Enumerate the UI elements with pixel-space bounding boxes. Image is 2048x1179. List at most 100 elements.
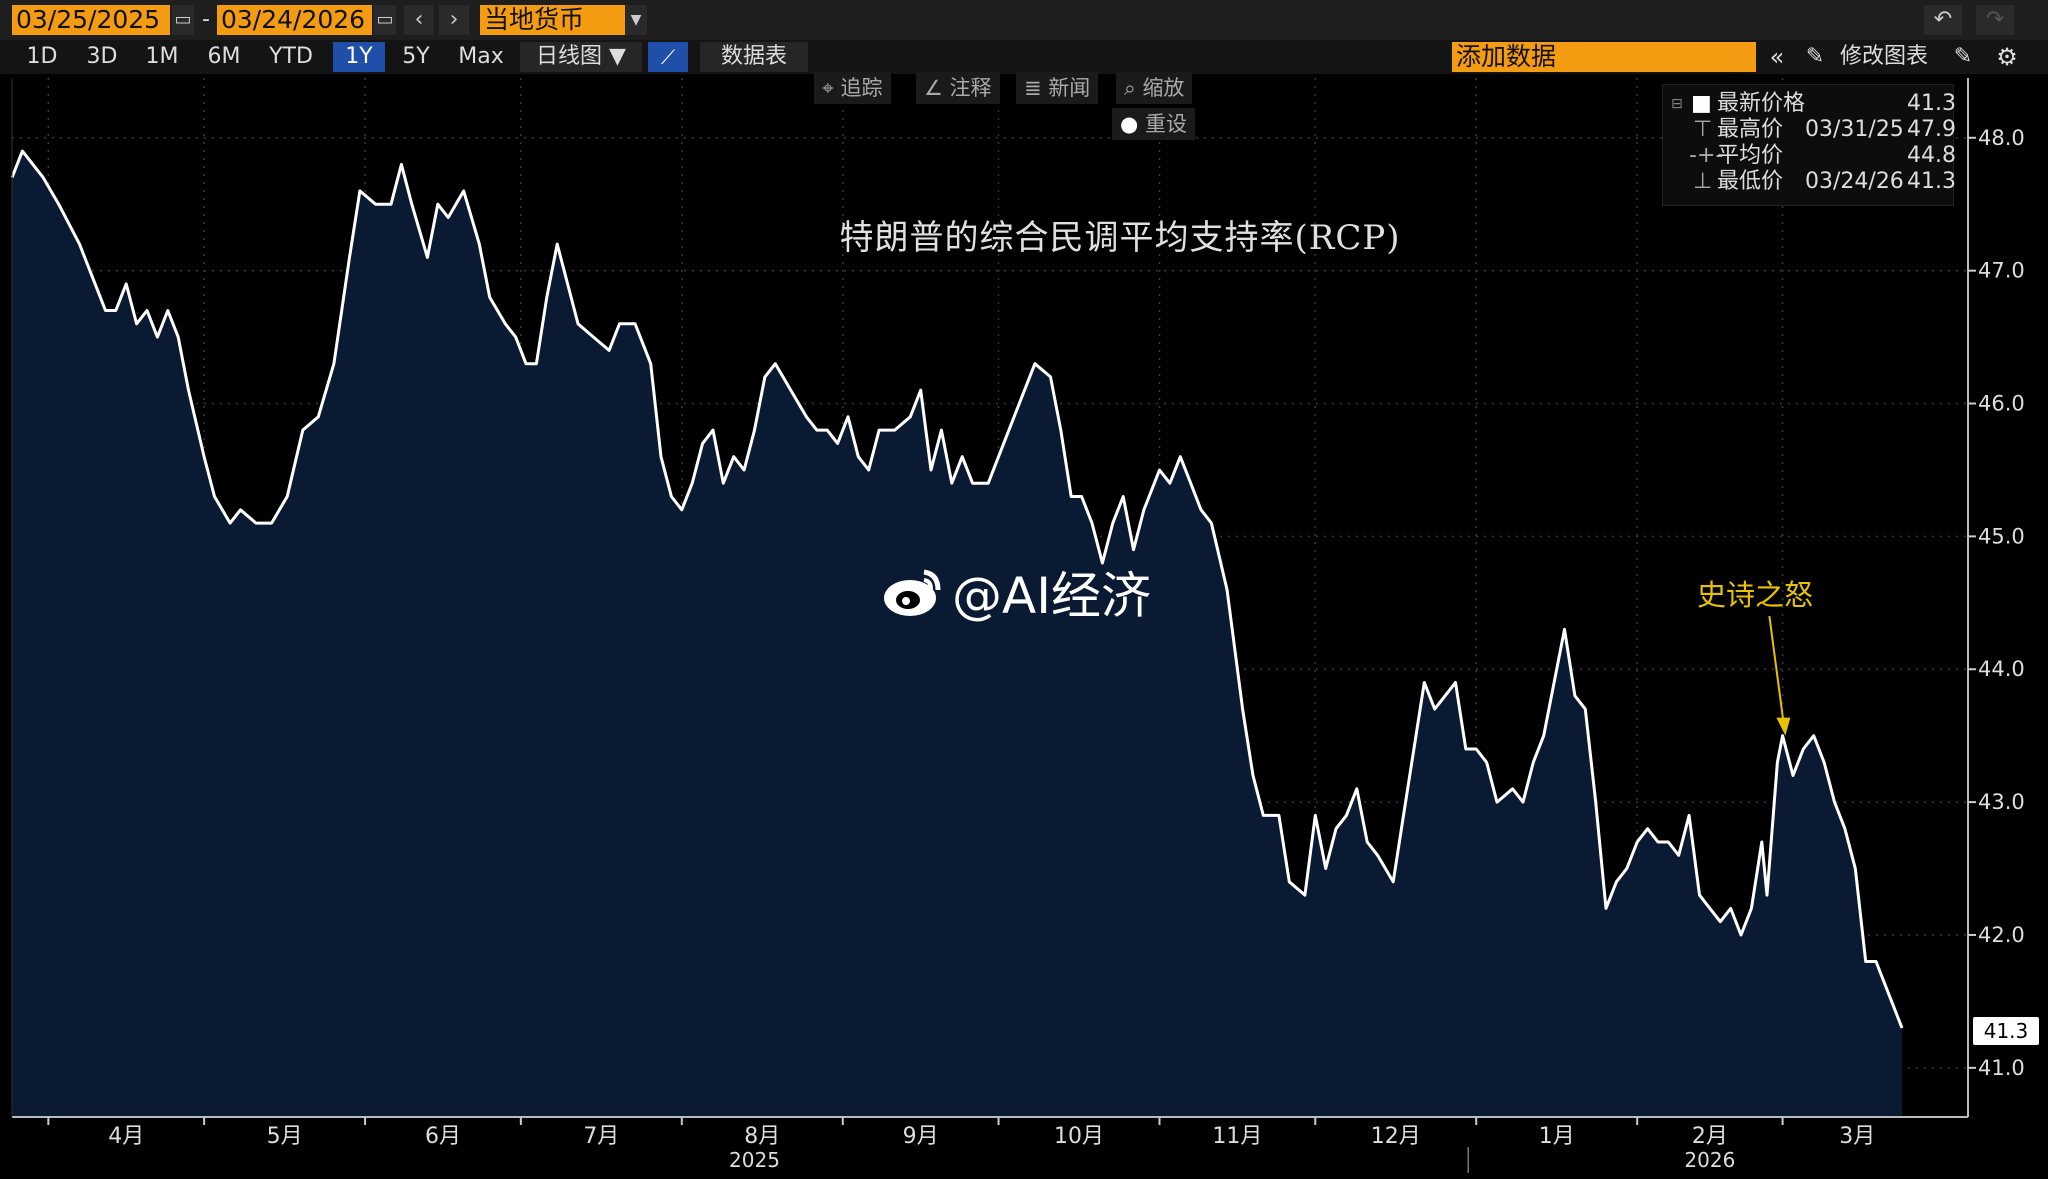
- year-label: 2026: [1684, 1148, 1735, 1172]
- annotate-label: 注释: [949, 76, 992, 100]
- y-tick-label: 42.0: [1978, 923, 2025, 947]
- track-label: 追踪: [840, 76, 883, 100]
- y-axis-ticks: 41.0 42.0 43.0 44.0 45.0 46.0 47.0 48.0: [1968, 126, 2025, 1080]
- toolbar-bottom: 1D 3D 1M 6M YTD 1Y 5Y Max 日线图 ▼ ⟋ 数据表 添加…: [0, 40, 2048, 74]
- y-tick-label: 43.0: [1978, 790, 2025, 814]
- range-1m[interactable]: 1M: [145, 44, 179, 69]
- last-value-badge: 41.3: [1973, 1017, 2039, 1045]
- annotate-button[interactable]: ∠ 注释: [916, 72, 1000, 104]
- legend-low: ⊥ 最低价 03/24/26 41.3: [1663, 169, 1956, 195]
- series-line: [10, 149, 1904, 1029]
- legend-avg-value: 44.8: [1907, 143, 1956, 168]
- y-tick-label: 45.0: [1978, 524, 2025, 548]
- legend-high-value: 47.9: [1907, 117, 1956, 142]
- collapse-square-icon[interactable]: ⊟: [1671, 96, 1683, 112]
- legend-avg: -+- 平均价 44.8: [1663, 143, 1956, 169]
- legend-low-label: 最低价: [1717, 169, 1784, 194]
- toolbar-top: 03/25/2025 ▭ - 03/24/2026 ▭ ‹ › 当地货币 ▼ ↶…: [0, 0, 2048, 40]
- legend-high-label: 最高价: [1717, 117, 1784, 142]
- magnifier-icon: ⌕: [1124, 76, 1143, 100]
- range-1d[interactable]: 1D: [26, 44, 58, 69]
- low-marker-icon: ⊥: [1693, 169, 1713, 194]
- pencil-icon[interactable]: ✎: [1805, 44, 1825, 69]
- x-tick-label: 10月: [1054, 1124, 1104, 1149]
- x-tick-label: 3月: [1839, 1124, 1875, 1149]
- legend-high-date: 03/31/25: [1805, 117, 1904, 142]
- annotation-arrowhead: [1776, 717, 1791, 736]
- x-tick-label: 1月: [1539, 1124, 1575, 1149]
- avg-marker-icon: -+-: [1689, 143, 1724, 168]
- watermark: @AI经济: [880, 562, 1151, 625]
- x-tick-label: 6月: [425, 1124, 461, 1149]
- legend-last[interactable]: ⊟ ■ 最新价格 41.3: [1663, 91, 1956, 117]
- end-date-field[interactable]: 03/24/2026: [217, 5, 372, 35]
- gear-icon[interactable]: ⚙: [1996, 43, 2018, 71]
- chevron-down-icon[interactable]: ▼: [625, 5, 647, 35]
- legend-avg-label: 平均价: [1717, 143, 1784, 168]
- chevron-left-icon[interactable]: ‹: [404, 5, 434, 35]
- y-tick-label: 48.0: [1978, 126, 2025, 150]
- watermark-text: @AI经济: [952, 567, 1151, 625]
- add-data-input[interactable]: 添加数据: [1452, 42, 1756, 72]
- x-tick-label: 12月: [1371, 1124, 1421, 1149]
- news-button[interactable]: ≣ 新闻: [1016, 72, 1099, 104]
- edit-settings-icon[interactable]: ✎: [1953, 44, 1973, 69]
- range-ytd[interactable]: YTD: [269, 44, 313, 69]
- reset-button[interactable]: ● 重设: [1112, 108, 1195, 140]
- legend-low-date: 03/24/26: [1805, 169, 1904, 194]
- weibo-logo-icon: [884, 569, 941, 616]
- x-tick-label: 7月: [583, 1124, 619, 1149]
- x-tick-label: 8月: [744, 1124, 780, 1149]
- x-tick-label: 9月: [903, 1124, 939, 1149]
- range-5y[interactable]: 5Y: [402, 44, 430, 69]
- series-area: [12, 151, 1902, 1118]
- legend-last-value: 41.3: [1907, 91, 1956, 116]
- collapse-icon[interactable]: «: [1769, 43, 1785, 71]
- year-label: 2025: [729, 1148, 780, 1172]
- legend-last-label: 最新价格: [1717, 91, 1806, 116]
- annotation-arrow: [1768, 615, 1785, 722]
- reset-label: 重设: [1145, 112, 1187, 136]
- y-tick-label: 47.0: [1978, 259, 2025, 283]
- chevron-right-icon[interactable]: ›: [439, 5, 469, 35]
- edit-chart-button[interactable]: 修改图表: [1839, 44, 1928, 69]
- legend-high: ⊤ 最高价 03/31/25 47.9: [1663, 117, 1956, 143]
- range-max[interactable]: Max: [458, 44, 504, 69]
- range-3d[interactable]: 3D: [86, 44, 118, 69]
- news-label: 新闻: [1048, 76, 1091, 100]
- range-1y[interactable]: 1Y: [333, 42, 385, 72]
- axes: [11, 78, 1969, 1118]
- reset-icon: ●: [1120, 112, 1145, 136]
- redo-icon[interactable]: ↷: [1976, 5, 2014, 35]
- x-tick-label: 4月: [108, 1124, 144, 1149]
- annotation-label: 史诗之怒: [1697, 578, 1814, 612]
- crosshair-icon: ⌖: [822, 76, 841, 100]
- zoom-button[interactable]: ⌕ 缩放: [1116, 72, 1193, 104]
- chart-title: 特朗普的综合民调平均支持率(RCP): [839, 218, 1401, 258]
- calendar-icon[interactable]: ▭: [374, 5, 396, 35]
- undo-icon[interactable]: ↶: [1924, 5, 1962, 35]
- news-icon: ≣: [1024, 76, 1049, 100]
- range-6m[interactable]: 6M: [207, 44, 241, 69]
- y-tick-label: 44.0: [1978, 657, 2025, 681]
- high-marker-icon: ⊤: [1693, 117, 1713, 142]
- pen-icon: ∠: [924, 76, 950, 100]
- legend: ⊟ ■ 最新价格 41.3 ⊤ 最高价 03/31/25 47.9 -+- 平均…: [1662, 84, 1956, 206]
- x-tick-label: 11月: [1212, 1124, 1262, 1149]
- legend-low-value: 41.3: [1907, 169, 1956, 194]
- calendar-icon[interactable]: ▭: [172, 5, 194, 35]
- line-chart-icon[interactable]: ⟋: [648, 42, 688, 72]
- start-date-field[interactable]: 03/25/2025: [12, 5, 170, 35]
- x-tick-label: 5月: [267, 1124, 303, 1149]
- x-tick-label: 2月: [1692, 1124, 1728, 1149]
- white-square-icon: ■: [1691, 91, 1712, 116]
- currency-select[interactable]: 当地货币: [480, 5, 625, 35]
- y-tick-label: 41.0: [1978, 1056, 2025, 1080]
- date-separator: -: [202, 7, 210, 32]
- data-table-button[interactable]: 数据表: [700, 42, 808, 72]
- chart-type-select[interactable]: 日线图 ▼: [520, 42, 642, 72]
- track-button[interactable]: ⌖ 追踪: [814, 72, 891, 104]
- x-axis-ticks: 4月 5月 6月 7月 8月 9月 10月 11月 12月 1月 2月 3月 2025 2026: [47, 1117, 1875, 1173]
- y-tick-label: 46.0: [1978, 392, 2025, 416]
